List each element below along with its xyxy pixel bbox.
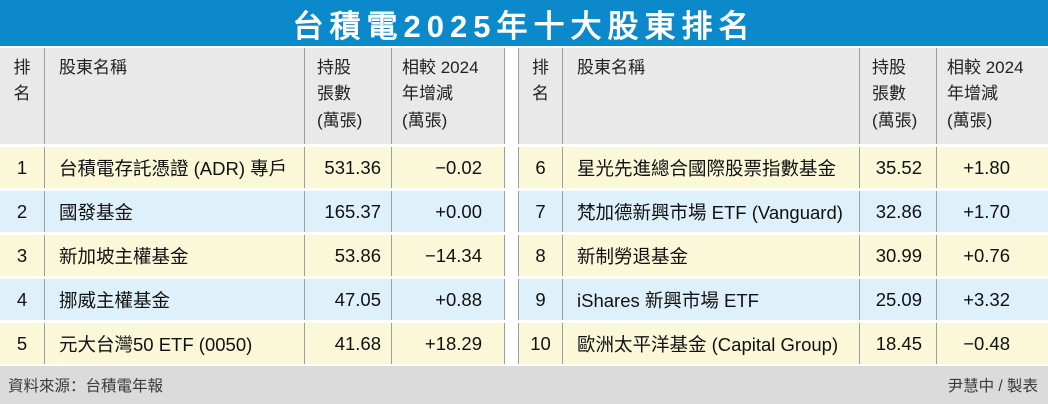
header-line: 排 — [532, 58, 549, 77]
rank-cell: 10 — [518, 323, 563, 364]
shareholder-name-cell: 梵加德新興市場 ETF (Vanguard) — [563, 191, 860, 232]
shareholder-name-cell: iShares 新興市場 ETF — [563, 279, 860, 320]
shareholder-name-cell: 元大台灣50 ETF (0050) — [45, 323, 305, 364]
page-title: 台積電2025年十大股東排名 — [0, 0, 1048, 46]
holding-cell: 30.99 — [860, 235, 937, 276]
header-line: (萬張) — [317, 110, 363, 130]
column-header-holding: 持股張數 (萬張) — [305, 48, 392, 144]
holding-cell: 18.45 — [860, 323, 937, 364]
change-cell: +0.76 — [937, 235, 1048, 276]
column-header-name: 股東名稱 — [563, 48, 860, 144]
column-header-rank: 排名 — [518, 48, 563, 144]
shareholder-name-cell: 歐洲太平洋基金 (Capital Group) — [563, 323, 860, 364]
change-cell: +18.29 — [392, 323, 505, 364]
header-line: 股東名稱 — [59, 58, 127, 77]
header-line: 年增減 — [947, 84, 998, 104]
table-divider — [505, 48, 518, 364]
rank-cell: 2 — [0, 191, 45, 232]
shareholders-table-right: 排名 股東名稱 持股張數 (萬張) 相較 2024 年增減 (萬張) 6 星光先進總合… — [518, 48, 1048, 364]
rank-cell: 3 — [0, 235, 45, 276]
data-source-note: 資料來源：台積電年報 — [8, 378, 164, 395]
header-line: 名 — [13, 84, 31, 104]
shareholder-name-cell: 挪威主權基金 — [45, 279, 305, 320]
column-header-change: 相較 2024 年增減 (萬張) — [392, 48, 505, 144]
column-header-change: 相較 2024 年增減 (萬張) — [937, 48, 1048, 144]
header-line: 股東名稱 — [577, 58, 645, 77]
change-cell: +1.80 — [937, 147, 1048, 188]
rank-cell: 6 — [518, 147, 563, 188]
tables-wrap: 排名 股東名稱 持股 張數 (萬張) 相較 2024 年增減 (萬張) 1 台積電存託憑… — [0, 48, 1048, 364]
holding-cell: 47.05 — [305, 279, 392, 320]
holding-cell: 53.86 — [305, 235, 392, 276]
shareholder-name-cell: 國發基金 — [45, 191, 305, 232]
rank-cell: 8 — [518, 235, 563, 276]
rank-cell: 1 — [0, 147, 45, 188]
header-line: 年增減 — [402, 84, 453, 104]
header-line: 張數 — [872, 84, 906, 104]
shareholder-name-cell: 新制勞退基金 — [563, 235, 860, 276]
header-line: 名 — [532, 84, 549, 104]
rank-cell: 5 — [0, 323, 45, 364]
holding-cell: 35.52 — [860, 147, 937, 188]
change-cell: +3.32 — [937, 279, 1048, 320]
rank-cell: 7 — [518, 191, 563, 232]
change-cell: +1.70 — [937, 191, 1048, 232]
holding-cell: 165.37 — [305, 191, 392, 232]
header-line: (萬張) — [872, 110, 918, 130]
change-cell: +0.00 — [392, 191, 505, 232]
header-line: (萬張) — [947, 110, 993, 130]
footer: 資料來源：台積電年報 尹慧中 / 製表 — [0, 366, 1048, 404]
header-line: (萬張) — [402, 110, 448, 130]
shareholder-name-cell: 台積電存託憑證 (ADR) 專戶 — [45, 147, 305, 188]
column-header-holding: 持股張數 (萬張) — [860, 48, 937, 144]
rank-cell: 4 — [0, 279, 45, 320]
header-line: 排 — [13, 58, 31, 77]
change-cell: +0.88 — [392, 279, 505, 320]
header-line: 張數 — [317, 84, 351, 104]
shareholder-name-cell: 星光先進總合國際股票指數基金 — [563, 147, 860, 188]
change-cell: −0.02 — [392, 147, 505, 188]
header-line: 持股 — [317, 58, 351, 77]
header-line: 相較 2024 — [402, 58, 479, 77]
change-cell: −14.34 — [392, 235, 505, 276]
holding-cell: 531.36 — [305, 147, 392, 188]
change-cell: −0.48 — [937, 323, 1048, 364]
holding-cell: 41.68 — [305, 323, 392, 364]
shareholders-table-left: 排名 股東名稱 持股張數 (萬張) 相較 2024 年增減 (萬張) 1 台積電存託憑… — [0, 48, 505, 364]
header-line: 持股 — [872, 58, 906, 77]
credit-note: 尹慧中 / 製表 — [947, 378, 1038, 395]
holding-cell: 25.09 — [860, 279, 937, 320]
column-header-rank: 排名 — [0, 48, 45, 144]
holding-cell: 32.86 — [860, 191, 937, 232]
shareholder-name-cell: 新加坡主權基金 — [45, 235, 305, 276]
column-header-name: 股東名稱 — [45, 48, 305, 144]
rank-cell: 9 — [518, 279, 563, 320]
header-line: 相較 2024 — [947, 58, 1024, 77]
